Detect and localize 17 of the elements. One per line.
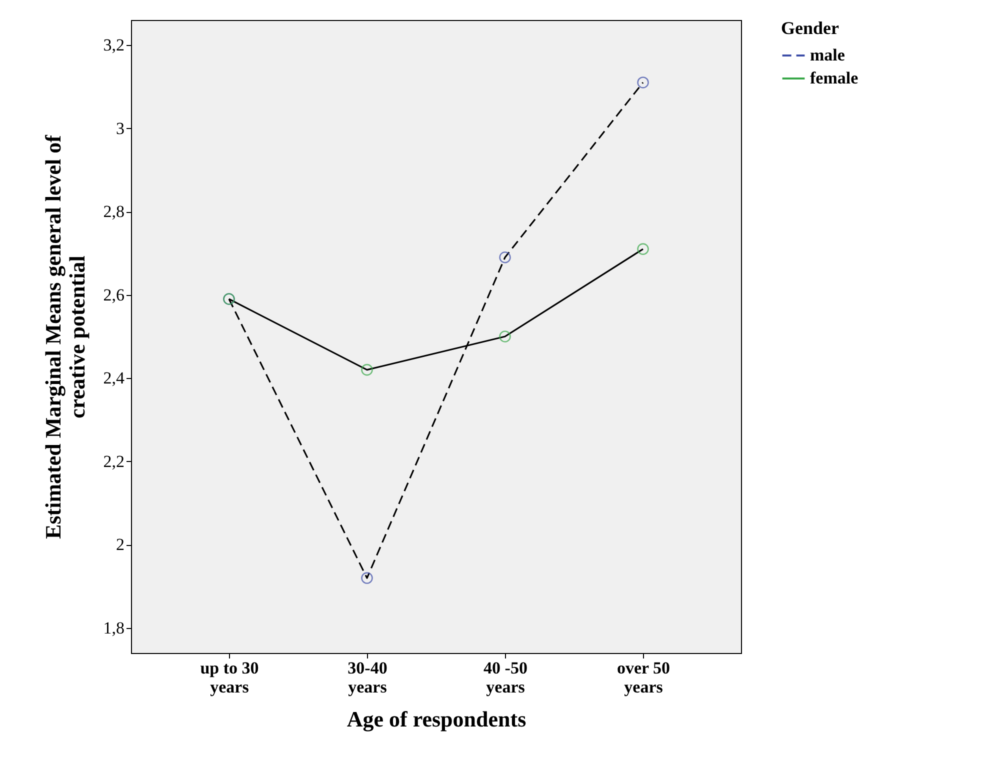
y-tick-label: 2,6	[103, 285, 124, 304]
y-axis-title: Estimated Marginal Means general level of creative potential	[40, 134, 90, 539]
legend-label: male	[810, 46, 846, 64]
x-tick-label: 40 -50 years	[484, 658, 528, 696]
x-axis-title: Age of respondents	[346, 706, 527, 732]
y-tick-label: 2,8	[103, 202, 124, 222]
y-tick-label: 3,2	[103, 35, 124, 54]
y-tick-label: 2,4	[103, 368, 125, 388]
x-tick-label: over 50 years	[616, 658, 670, 696]
y-tick-label: 2	[116, 535, 124, 554]
y-tick-label: 1,8	[103, 618, 124, 638]
legend-label: female	[810, 68, 859, 88]
y-tick-label: 2,2	[103, 452, 124, 471]
y-tick-label: 3	[116, 118, 124, 138]
x-tick-label: up to 30 years	[200, 658, 259, 696]
x-tick-label: 30-40 years	[348, 658, 388, 696]
legend-title: Gender	[781, 18, 839, 38]
